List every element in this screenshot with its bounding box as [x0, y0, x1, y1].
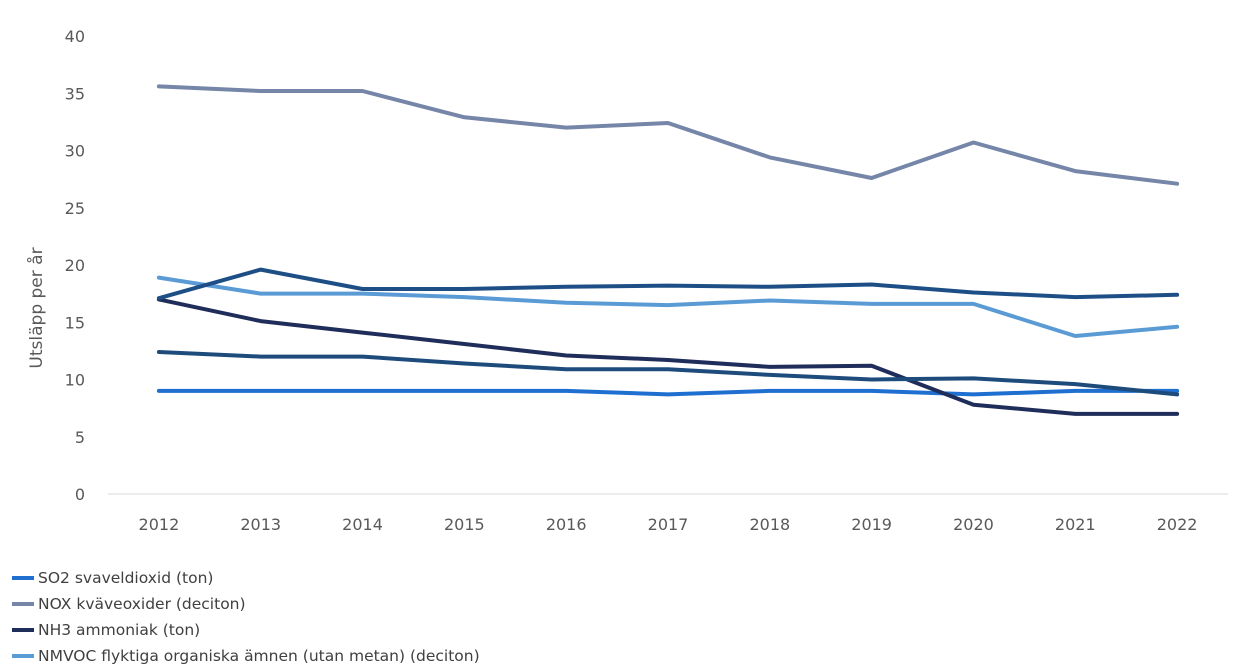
y-tick-label: 5	[75, 428, 85, 447]
legend-label: NMVOC flyktiga organiska ämnen (utan met…	[38, 647, 480, 665]
x-tick-label: 2022	[1157, 515, 1198, 534]
x-tick-label: 2019	[851, 515, 892, 534]
legend-swatch	[12, 628, 34, 632]
series-line-2	[156, 297, 1180, 416]
series-line-5	[156, 350, 1180, 397]
legend-label: SO2 svaveldioxid (ton)	[38, 569, 214, 587]
x-tick-label: 2018	[749, 515, 790, 534]
legend-label: NH3 ammoniak (ton)	[38, 621, 201, 639]
x-tick-label: 2012	[139, 515, 180, 534]
legend-swatch	[12, 576, 34, 580]
x-tick-label: 2016	[546, 515, 587, 534]
x-axis-ticks: 2012 2013 2014 2015 2016 2017 2018 2019 2020 2021…	[139, 515, 1198, 534]
legend-item: NOX kväveoxider (deciton)	[12, 592, 1232, 616]
legend-swatch	[12, 654, 34, 658]
y-tick-label: 30	[65, 142, 85, 161]
x-tick-label: 2015	[444, 515, 485, 534]
x-tick-label: 2021	[1055, 515, 1096, 534]
legend-item: SO2 svaveldioxid (ton)	[12, 566, 1232, 590]
legend-item: NMVOC flyktiga organiska ämnen (utan met…	[12, 644, 1232, 667]
y-tick-label: 25	[65, 199, 85, 218]
legend-swatch	[12, 602, 34, 606]
legend-item: NH3 ammoniak (ton)	[12, 618, 1232, 642]
x-tick-label: 2014	[342, 515, 383, 534]
y-tick-label: 0	[75, 485, 85, 504]
x-tick-label: 2020	[953, 515, 994, 534]
chart-legend: SO2 svaveldioxid (ton) NOX kväveoxider (d…	[12, 566, 1232, 667]
y-tick-label: 10	[65, 371, 85, 390]
series-line-0	[156, 388, 1180, 397]
series-line-4	[156, 267, 1180, 301]
y-tick-label: 40	[65, 27, 85, 46]
series-line-3	[156, 275, 1180, 338]
y-tick-label: 20	[65, 256, 85, 275]
series-line-1	[156, 84, 1180, 186]
y-tick-label: 35	[65, 84, 85, 103]
y-tick-label: 15	[65, 313, 85, 332]
series-lines	[156, 84, 1180, 416]
x-tick-label: 2013	[240, 515, 281, 534]
x-tick-label: 2017	[648, 515, 689, 534]
y-axis-ticks: 0 5 10 15 20 25 30 35 40	[65, 27, 85, 504]
legend-label: NOX kväveoxider (deciton)	[38, 595, 246, 613]
y-axis-label: Utsläpp per år	[26, 247, 47, 368]
